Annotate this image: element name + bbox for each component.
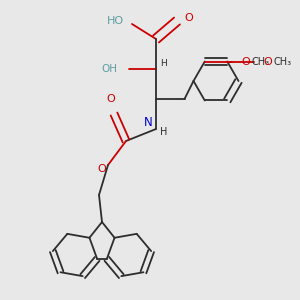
Text: O: O bbox=[98, 164, 106, 175]
Text: O: O bbox=[241, 56, 250, 67]
Text: N: N bbox=[144, 116, 153, 130]
Text: HO: HO bbox=[107, 16, 124, 26]
Text: CH₃: CH₃ bbox=[251, 56, 269, 67]
Text: H: H bbox=[160, 127, 167, 137]
Text: CH₃: CH₃ bbox=[274, 56, 292, 67]
Text: H: H bbox=[160, 58, 167, 68]
Text: OH: OH bbox=[101, 64, 118, 74]
Text: O: O bbox=[106, 94, 116, 104]
Text: O: O bbox=[184, 13, 194, 23]
Text: O: O bbox=[263, 56, 272, 67]
